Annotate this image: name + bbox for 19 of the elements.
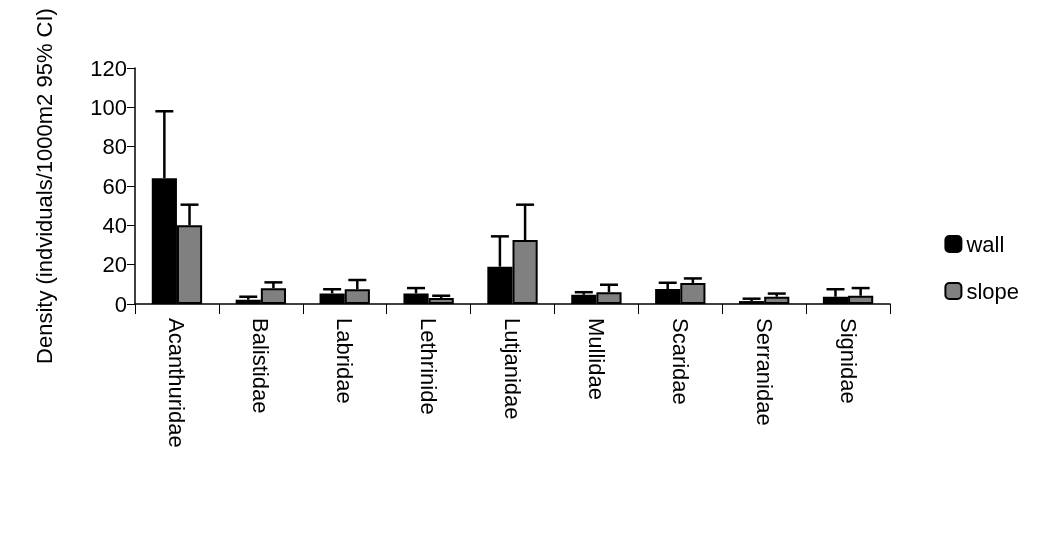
- x-tick-label: Balistidae: [248, 318, 274, 414]
- x-tick-label: Labridae: [332, 318, 358, 404]
- y-tick-label: 0: [114, 291, 127, 317]
- legend-label: slope: [966, 278, 1019, 304]
- x-tick-label: Scaridae: [667, 318, 693, 405]
- x-tick-label: Serranidae: [751, 318, 777, 426]
- x-tick-label: Signidae: [835, 318, 861, 404]
- y-tick-label: 40: [102, 212, 127, 238]
- x-tick-label: Lethrinide: [416, 318, 442, 415]
- y-axis-title: Density (indviduals/1000m2 95% CI): [31, 8, 57, 364]
- y-tick-label: 20: [102, 252, 127, 278]
- y-tick-label: 60: [102, 173, 127, 199]
- x-tick-label: Lutjanidae: [500, 318, 525, 420]
- y-tick-label: 80: [102, 134, 127, 160]
- legend-label: wall: [965, 231, 1005, 257]
- x-tick-label: Acanthuridae: [164, 318, 190, 448]
- y-tick-label: 120: [90, 55, 127, 81]
- y-tick-label: 100: [90, 94, 127, 120]
- x-tick-label: Mullidae: [583, 318, 609, 400]
